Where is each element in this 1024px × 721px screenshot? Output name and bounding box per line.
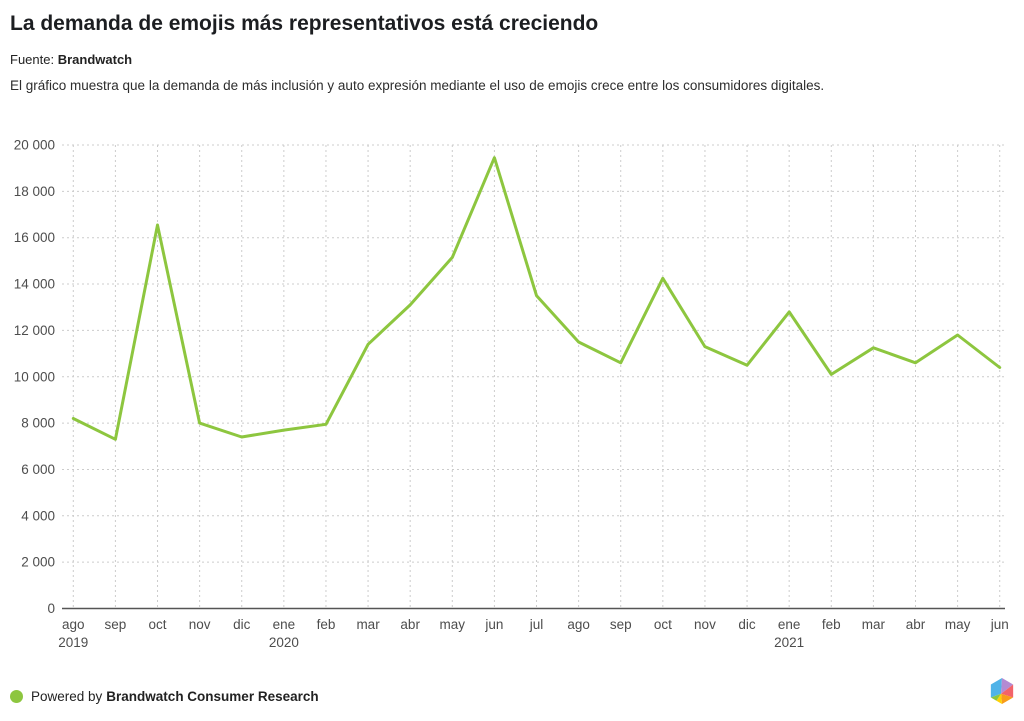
y-axis-tick-label: 4 000 [21, 508, 55, 523]
y-axis-tick-label: 8 000 [21, 416, 55, 431]
x-axis-year-label: 2019 [58, 635, 88, 650]
x-axis-tick-label: oct [149, 617, 167, 632]
x-axis-tick-label: jun [484, 617, 503, 632]
y-axis-tick-label: 2 000 [21, 555, 55, 570]
x-axis-tick-label: ene [273, 617, 296, 632]
x-axis-tick-label: dic [233, 617, 251, 632]
y-axis-tick-label: 10 000 [14, 369, 55, 384]
x-axis-tick-label: dic [738, 617, 756, 632]
source-line: Fuente: Brandwatch [10, 52, 1014, 68]
x-axis-tick-label: mar [356, 617, 380, 632]
emoji-demand-line-chart: 0 2 000 4 000 6 000 8 000 10 000 12 000 14 000 1… [14, 138, 1009, 651]
x-axis-tick-label: may [945, 617, 971, 632]
x-axis-tick-label: abr [400, 617, 420, 632]
x-axis-tick-label: ago [62, 617, 85, 632]
y-axis-tick-label: 14 000 [14, 277, 55, 292]
y-axis-tick-label: 18 000 [14, 184, 55, 199]
x-axis-tick-label: ago [567, 617, 590, 632]
x-axis-tick-label: feb [317, 617, 336, 632]
brandwatch-hexagon-logo-icon [990, 678, 1014, 704]
brand-name: Brandwatch Consumer Research [106, 689, 319, 704]
powered-by-text: Powered by [31, 689, 103, 704]
y-axis-tick-label: 16 000 [14, 230, 55, 245]
x-axis-tick-label: ene [778, 617, 801, 632]
source-name: Brandwatch [57, 52, 133, 67]
x-axis-tick-label: jun [990, 617, 1009, 632]
source-label: Fuente: [10, 52, 55, 67]
x-axis-tick-label: may [440, 617, 466, 632]
y-axis-tick-label: 6 000 [21, 462, 55, 477]
chart-description: El gráfico muestra que la demanda de más… [10, 78, 825, 93]
x-axis-year-label: 2021 [774, 635, 804, 650]
y-axis-tick-label: 12 000 [14, 323, 55, 338]
x-axis-tick-label: jul [529, 617, 544, 632]
x-axis-tick-label: nov [189, 617, 211, 632]
green-dot-icon [10, 690, 23, 703]
y-axis-tick-label: 0 [47, 601, 55, 616]
powered-by-line: Powered by Brandwatch Consumer Research [10, 689, 319, 704]
data-line [71, 156, 1002, 441]
y-axis-tick-label: 20 000 [14, 138, 55, 153]
x-axis-tick-label: feb [822, 617, 841, 632]
x-axis-tick-label: sep [105, 617, 127, 632]
chart-header: La demanda de emojis más representativos… [10, 10, 1014, 94]
x-axis-tick-label: mar [862, 617, 886, 632]
x-axis-tick-label: oct [654, 617, 672, 632]
x-axis-tick-label: sep [610, 617, 632, 632]
x-axis-tick-label: abr [906, 617, 926, 632]
x-axis-year-label: 2020 [269, 635, 299, 650]
x-axis-tick-label: nov [694, 617, 716, 632]
page-title: La demanda de emojis más representativos… [10, 12, 599, 35]
